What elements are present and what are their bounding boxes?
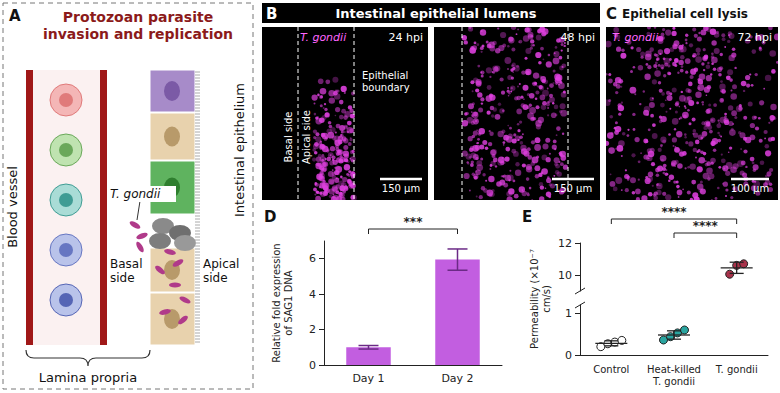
svg-text:24 hpi: 24 hpi (388, 31, 423, 44)
svg-text:****: **** (693, 219, 719, 233)
svg-text:Apical side: Apical side (301, 110, 312, 164)
svg-text:C: C (606, 5, 617, 23)
svg-text:A: A (9, 7, 21, 25)
svg-text:1: 1 (565, 307, 572, 320)
svg-text:Intestinal epithelium: Intestinal epithelium (232, 83, 247, 217)
svg-text:72 hpi: 72 hpi (737, 31, 772, 44)
svg-text:Apicalside: Apicalside (203, 257, 239, 285)
svg-text:100 µm: 100 µm (731, 183, 769, 194)
svg-text:Permeability (×10⁻⁷: Permeability (×10⁻⁷ (529, 249, 540, 349)
svg-text:150 µm: 150 µm (554, 183, 592, 194)
svg-text:Blood vessel: Blood vessel (5, 166, 20, 248)
svg-text:10: 10 (558, 269, 572, 282)
svg-text:12: 12 (558, 237, 572, 250)
svg-text:Lamina propria: Lamina propria (39, 370, 137, 385)
svg-text:48 hpi: 48 hpi (560, 31, 595, 44)
svg-text:Day 1: Day 1 (352, 372, 384, 385)
svg-text:0: 0 (565, 349, 572, 362)
svg-text:0: 0 (309, 359, 316, 372)
svg-text:T. gondii: T. gondii (300, 31, 346, 44)
svg-text:Heat-killed: Heat-killed (647, 364, 701, 375)
svg-text:6: 6 (309, 252, 316, 265)
svg-text:4: 4 (309, 288, 316, 301)
svg-text:T. gondii: T. gondii (110, 187, 161, 201)
svg-text:Basalside: Basalside (110, 257, 143, 285)
svg-text:***: *** (404, 215, 424, 229)
svg-text:Control: Control (593, 364, 629, 375)
svg-text:T. gondii: T. gondii (715, 364, 758, 375)
svg-text:****: **** (661, 205, 687, 219)
svg-text:T. gondii: T. gondii (612, 31, 658, 44)
svg-text:Day 2: Day 2 (441, 372, 473, 385)
svg-text:2: 2 (309, 323, 316, 336)
svg-text:B: B (266, 5, 277, 23)
svg-text:E: E (522, 208, 532, 226)
svg-text:Epithelial cell lysis: Epithelial cell lysis (622, 7, 748, 21)
svg-text:150 µm: 150 µm (382, 183, 420, 194)
svg-text:Intestinal epithelial lumens: Intestinal epithelial lumens (335, 6, 536, 21)
svg-text:D: D (264, 208, 276, 226)
svg-text:T. gondii: T. gondii (652, 376, 695, 387)
svg-text:cm/s): cm/s) (541, 285, 552, 313)
svg-text:Epithelialboundary: Epithelialboundary (362, 70, 410, 93)
svg-text:Protozoan parasiteinvasion and: Protozoan parasiteinvasion and replicati… (43, 9, 233, 42)
svg-text:of SAG1 DNA: of SAG1 DNA (283, 270, 294, 335)
svg-text:Basal side: Basal side (283, 112, 294, 163)
svg-text:Relative fold expression: Relative fold expression (271, 243, 282, 362)
